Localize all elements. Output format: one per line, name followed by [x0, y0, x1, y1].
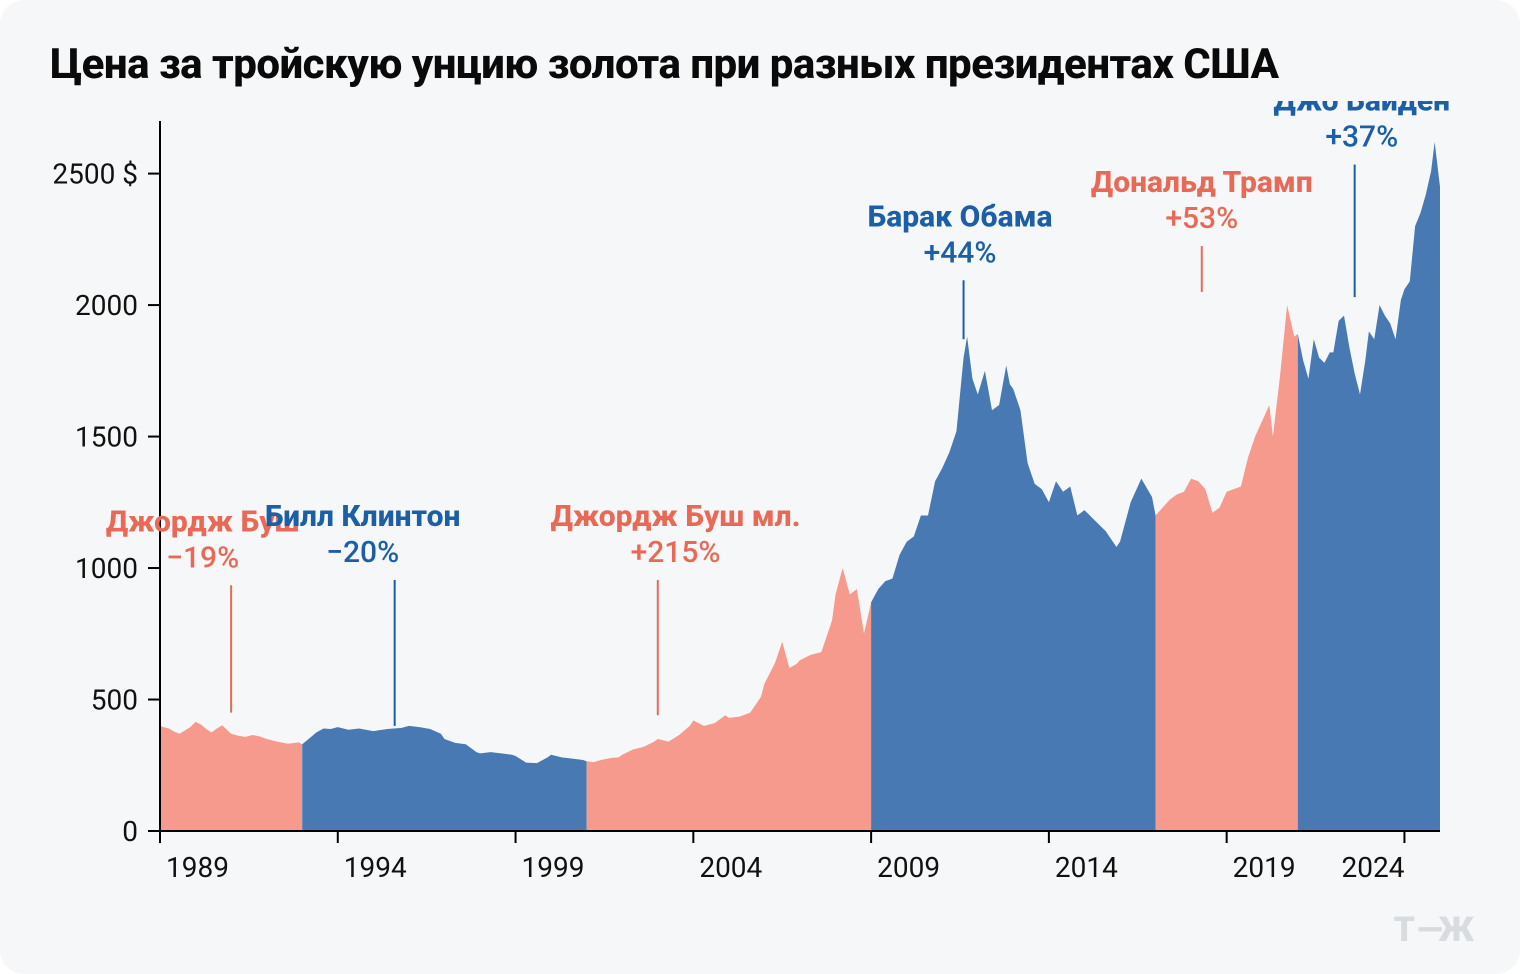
x-tick-label: 2024: [1341, 851, 1404, 884]
area-segment: [302, 726, 586, 831]
annotation-name: Барак Обама: [868, 199, 1053, 234]
area-segment: [160, 722, 302, 831]
annotation-pct: +215%: [631, 535, 721, 570]
area-chart-svg: 0 500 1000 1500 2000 2500 $ 1989 1994 1999 2004 20…: [50, 101, 1470, 901]
annotation-pct: +37%: [1325, 120, 1398, 155]
chart-title: Цена за тройскую унцию золота при разных…: [50, 40, 1470, 89]
annotation-pct: +53%: [1165, 201, 1238, 236]
chart-plot: 0 500 1000 1500 2000 2500 $ 1989 1994 1999 2004 20…: [50, 101, 1470, 901]
x-tick-label: 1989: [166, 851, 229, 884]
area-segment: [587, 568, 871, 831]
y-tick-label: 500: [91, 684, 138, 717]
x-tick-label: 2009: [877, 851, 940, 884]
annotation-name: Джордж Буш мл.: [551, 499, 801, 534]
annotation-name: Дональд Трамп: [1091, 165, 1313, 200]
chart-card: Цена за тройскую унцию золота при разных…: [0, 0, 1520, 974]
annotation-pct: +44%: [924, 235, 997, 270]
y-tick-label: 1000: [75, 552, 138, 585]
watermark: Т—Ж: [1393, 910, 1476, 950]
x-tick-label: 2004: [699, 851, 762, 884]
x-tick-label: 2014: [1055, 851, 1118, 884]
annotation-pct: −19%: [166, 540, 239, 575]
annotation-name: Джо Байден: [1274, 101, 1451, 119]
y-tick-label: 2500 $: [52, 158, 138, 191]
area-segment: [1156, 305, 1298, 831]
area-segment: [1298, 142, 1440, 831]
y-tick-label: 2000: [75, 289, 138, 322]
y-tick-label: 0: [122, 815, 138, 848]
y-tick-label: 1500: [75, 421, 138, 454]
annotation-pct: −20%: [326, 535, 399, 570]
area-segment: [871, 337, 1155, 831]
x-tick-label: 1999: [522, 851, 585, 884]
annotation-name: Билл Клинтон: [265, 499, 461, 534]
x-tick-label: 1994: [344, 851, 407, 884]
x-tick-label: 2019: [1233, 851, 1296, 884]
